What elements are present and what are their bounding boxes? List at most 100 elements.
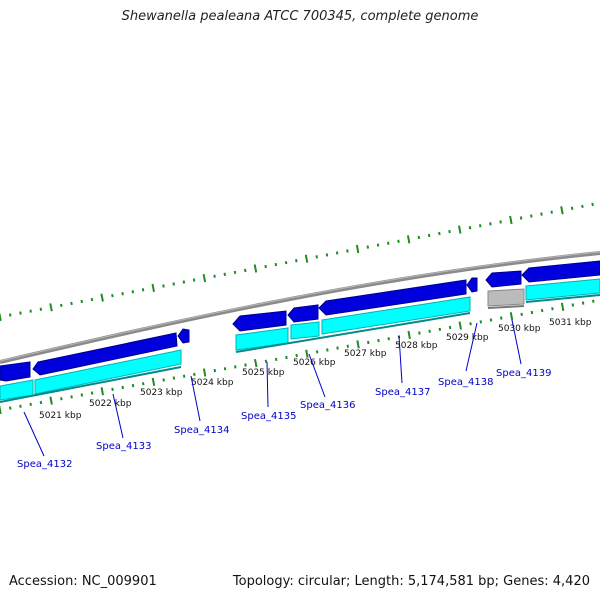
minor-tick (335, 251, 339, 255)
topology-summary-text: Topology: circular; Length: 5,174,581 bp… (232, 574, 590, 589)
gene-label[interactable]: Spea_4139 (496, 368, 551, 379)
gene-label[interactable]: Spea_4138 (438, 377, 493, 388)
position-label: 5021 kbp (39, 411, 82, 421)
minor-tick (540, 212, 543, 216)
major-tick (509, 215, 513, 225)
position-label: 5029 kbp (446, 333, 489, 343)
cds-arrow[interactable] (0, 361, 31, 382)
minor-tick (336, 346, 339, 350)
minor-tick (285, 355, 288, 360)
major-tick (458, 321, 462, 330)
minor-tick (121, 385, 124, 390)
minor-tick (448, 229, 451, 234)
minor-tick (499, 220, 502, 224)
gene-feature[interactable] (290, 321, 320, 340)
minor-tick (60, 303, 63, 308)
cds-arrow[interactable] (32, 332, 178, 376)
minor-tick (213, 368, 217, 373)
cds-arrow[interactable] (466, 277, 478, 293)
gene-feature[interactable] (321, 296, 471, 335)
position-labels: 5021 kbp 5022 kbp 5023 kbp 5024 kbp 5025… (39, 318, 592, 421)
major-tick (254, 359, 258, 368)
pseudo-gene-feature[interactable] (487, 288, 525, 307)
minor-tick (192, 278, 196, 282)
minor-tick (131, 290, 135, 294)
minor-tick (438, 231, 441, 236)
gene-feature[interactable] (34, 349, 182, 395)
position-label: 5030 kbp (498, 324, 541, 334)
position-label: 5026 kbp (293, 358, 336, 368)
minor-tick (489, 318, 493, 322)
cds-track (0, 260, 600, 382)
gene-label[interactable]: Spea_4135 (241, 411, 296, 422)
position-label: 5031 kbp (549, 318, 592, 328)
genome-backbone (0, 251, 600, 364)
minor-tick (367, 340, 370, 345)
minor-tick (417, 235, 421, 240)
minor-tick (182, 280, 186, 284)
minor-tick (530, 214, 533, 218)
gene-label[interactable]: Spea_4132 (17, 459, 72, 470)
minor-tick (213, 274, 216, 278)
major-tick (560, 206, 564, 215)
gene-label[interactable]: Spea_4137 (375, 387, 430, 398)
minor-tick (315, 255, 318, 259)
position-label: 5023 kbp (140, 388, 183, 398)
minor-tick (387, 337, 390, 341)
gene-label[interactable]: Spea_4136 (300, 400, 355, 411)
major-tick (100, 293, 104, 302)
gene-labels: Spea_4132 Spea_4133 Spea_4134 Spea_4135 … (17, 368, 551, 470)
cds-arrow[interactable] (521, 260, 600, 283)
minor-tick (418, 331, 421, 335)
major-tick (202, 274, 207, 283)
minor-tick (70, 301, 73, 306)
minor-tick (90, 391, 94, 395)
minor-tick (39, 307, 43, 311)
cds-arrow[interactable] (485, 270, 522, 288)
minor-tick (366, 245, 370, 249)
minor-tick (80, 393, 84, 397)
cds-arrow[interactable] (232, 310, 287, 332)
leader-line (465, 322, 478, 372)
major-tick (407, 330, 411, 340)
minor-tick (234, 365, 237, 369)
major-tick (0, 405, 2, 415)
minor-tick (70, 395, 73, 399)
major-tick (151, 283, 155, 292)
minor-tick (550, 210, 553, 214)
cds-arrow[interactable] (287, 304, 319, 323)
gene-feature[interactable] (525, 278, 600, 301)
minor-tick (448, 325, 452, 330)
major-tick (49, 396, 53, 405)
minor-tick (29, 402, 32, 407)
cds-arrow[interactable] (318, 279, 467, 316)
major-tick (304, 254, 309, 263)
major-tick (560, 302, 565, 311)
cds-arrow[interactable] (177, 328, 190, 344)
minor-tick (90, 297, 94, 302)
gene-track-base (0, 366, 182, 403)
minor-tick (438, 327, 442, 331)
gene-track-base (235, 312, 471, 353)
minor-tick (29, 309, 32, 313)
major-tick (509, 312, 514, 321)
position-label: 5027 kbp (344, 349, 387, 359)
leader-line (266, 361, 269, 408)
minor-tick (346, 249, 349, 253)
major-tick (151, 377, 156, 386)
leader-line (190, 375, 201, 422)
minor-tick (295, 259, 298, 263)
minor-tick (519, 216, 523, 220)
gene-label-leaders (23, 319, 522, 457)
major-tick (100, 387, 104, 396)
minor-tick (284, 260, 288, 265)
position-label: 5025 kbp (242, 368, 285, 378)
minor-tick (111, 293, 114, 298)
gene-label[interactable]: Spea_4134 (174, 425, 229, 436)
minor-tick (111, 387, 114, 391)
gene-label[interactable]: Spea_4133 (96, 441, 151, 452)
gene-track-base (525, 294, 600, 303)
leader-line (511, 319, 522, 365)
accession-text: Accession: NC_009901 (9, 574, 157, 589)
genome-backbone-highlight (0, 251, 600, 362)
